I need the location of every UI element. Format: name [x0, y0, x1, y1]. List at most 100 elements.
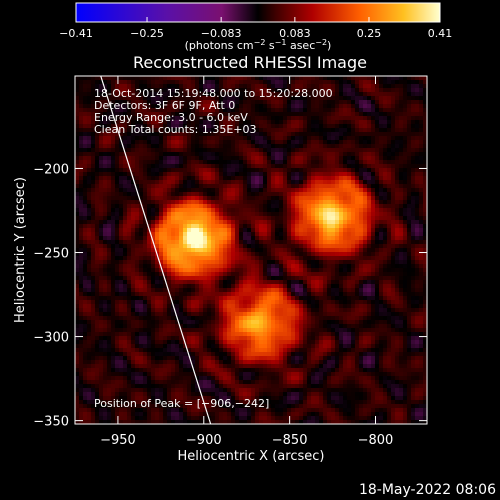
- heatmap-cell: [179, 112, 183, 116]
- heatmap-cell: [323, 156, 327, 160]
- heatmap-cell: [219, 96, 223, 100]
- heatmap-cell: [395, 116, 399, 120]
- heatmap-cell: [351, 208, 355, 212]
- heatmap-cell: [327, 144, 331, 148]
- heatmap-cell: [155, 108, 159, 112]
- heatmap-cell: [247, 76, 251, 80]
- heatmap-cell: [419, 288, 423, 292]
- heatmap-cell: [311, 260, 315, 264]
- heatmap-cell: [203, 84, 207, 88]
- heatmap-cell: [79, 256, 83, 260]
- heatmap-cell: [411, 88, 415, 92]
- heatmap-cell: [163, 192, 167, 196]
- heatmap-cell: [259, 172, 263, 176]
- heatmap-cell: [143, 104, 147, 108]
- heatmap-cell: [299, 272, 303, 276]
- heatmap-cell: [299, 240, 303, 244]
- heatmap-cell: [287, 196, 291, 200]
- heatmap-cell: [359, 120, 363, 124]
- heatmap-cell: [399, 164, 403, 168]
- heatmap-cell: [319, 268, 323, 272]
- heatmap-cell: [239, 116, 243, 120]
- heatmap-cell: [343, 244, 347, 248]
- heatmap-cell: [199, 120, 203, 124]
- heatmap-cell: [355, 84, 359, 88]
- heatmap-cell: [99, 256, 103, 260]
- heatmap-cell: [383, 132, 387, 136]
- heatmap-cell: [279, 296, 283, 300]
- heatmap-cell: [207, 280, 211, 284]
- heatmap-cell: [287, 180, 291, 184]
- heatmap-cell: [347, 272, 351, 276]
- heatmap-cell: [363, 140, 367, 144]
- heatmap-cell: [259, 260, 263, 264]
- heatmap-cell: [83, 180, 87, 184]
- heatmap-cell: [319, 260, 323, 264]
- heatmap-cell: [191, 144, 195, 148]
- heatmap-cell: [187, 160, 191, 164]
- heatmap-cell: [219, 172, 223, 176]
- heatmap-cell: [311, 180, 315, 184]
- heatmap-cell: [319, 224, 323, 228]
- heatmap-cell: [311, 172, 315, 176]
- heatmap-cell: [343, 212, 347, 216]
- heatmap-cell: [99, 156, 103, 160]
- heatmap-cell: [335, 196, 339, 200]
- heatmap-cell: [111, 272, 115, 276]
- heatmap-cell: [367, 156, 371, 160]
- heatmap-cell: [231, 264, 235, 268]
- heatmap-cell: [327, 220, 331, 224]
- heatmap-cell: [275, 288, 279, 292]
- heatmap-cell: [99, 176, 103, 180]
- heatmap-cell: [147, 224, 151, 228]
- heatmap-cell: [367, 116, 371, 120]
- heatmap-cell: [347, 128, 351, 132]
- heatmap-cell: [203, 232, 207, 236]
- heatmap-cell: [347, 120, 351, 124]
- heatmap-cell: [87, 244, 91, 248]
- heatmap-cell: [75, 156, 79, 160]
- heatmap-cell: [79, 216, 83, 220]
- heatmap-cell: [159, 252, 163, 256]
- heatmap-cell: [351, 164, 355, 168]
- heatmap-cell: [223, 252, 227, 256]
- heatmap-cell: [127, 296, 131, 300]
- heatmap-cell: [271, 96, 275, 100]
- heatmap-cell: [219, 220, 223, 224]
- heatmap-cell: [103, 120, 107, 124]
- heatmap-cell: [391, 288, 395, 292]
- heatmap-cell: [195, 156, 199, 160]
- heatmap-cell: [259, 164, 263, 168]
- heatmap-cell: [111, 212, 115, 216]
- heatmap-cell: [123, 156, 127, 160]
- heatmap-cell: [323, 268, 327, 272]
- heatmap-cell: [367, 160, 371, 164]
- heatmap-cell: [315, 212, 319, 216]
- heatmap-cell: [311, 96, 315, 100]
- heatmap-cell: [179, 212, 183, 216]
- heatmap-cell: [207, 108, 211, 112]
- heatmap-cell: [243, 128, 247, 132]
- heatmap-cell: [79, 88, 83, 92]
- heatmap-cell: [411, 208, 415, 212]
- heatmap-cell: [155, 124, 159, 128]
- heatmap-cell: [423, 144, 427, 148]
- heatmap-cell: [175, 132, 179, 136]
- heatmap-cell: [423, 168, 427, 172]
- heatmap-cell: [327, 236, 331, 240]
- heatmap-cell: [143, 268, 147, 272]
- heatmap-cell: [191, 104, 195, 108]
- heatmap-cell: [307, 148, 311, 152]
- heatmap-cell: [99, 216, 103, 220]
- heatmap-cell: [255, 200, 259, 204]
- heatmap-cell: [175, 232, 179, 236]
- heatmap-cell: [319, 188, 323, 192]
- heatmap-cell: [295, 120, 299, 124]
- heatmap-cell: [183, 216, 187, 220]
- heatmap-cell: [151, 188, 155, 192]
- heatmap-cell: [167, 276, 171, 280]
- heatmap-cell: [399, 120, 403, 124]
- heatmap-cell: [231, 224, 235, 228]
- heatmap-cell: [179, 236, 183, 240]
